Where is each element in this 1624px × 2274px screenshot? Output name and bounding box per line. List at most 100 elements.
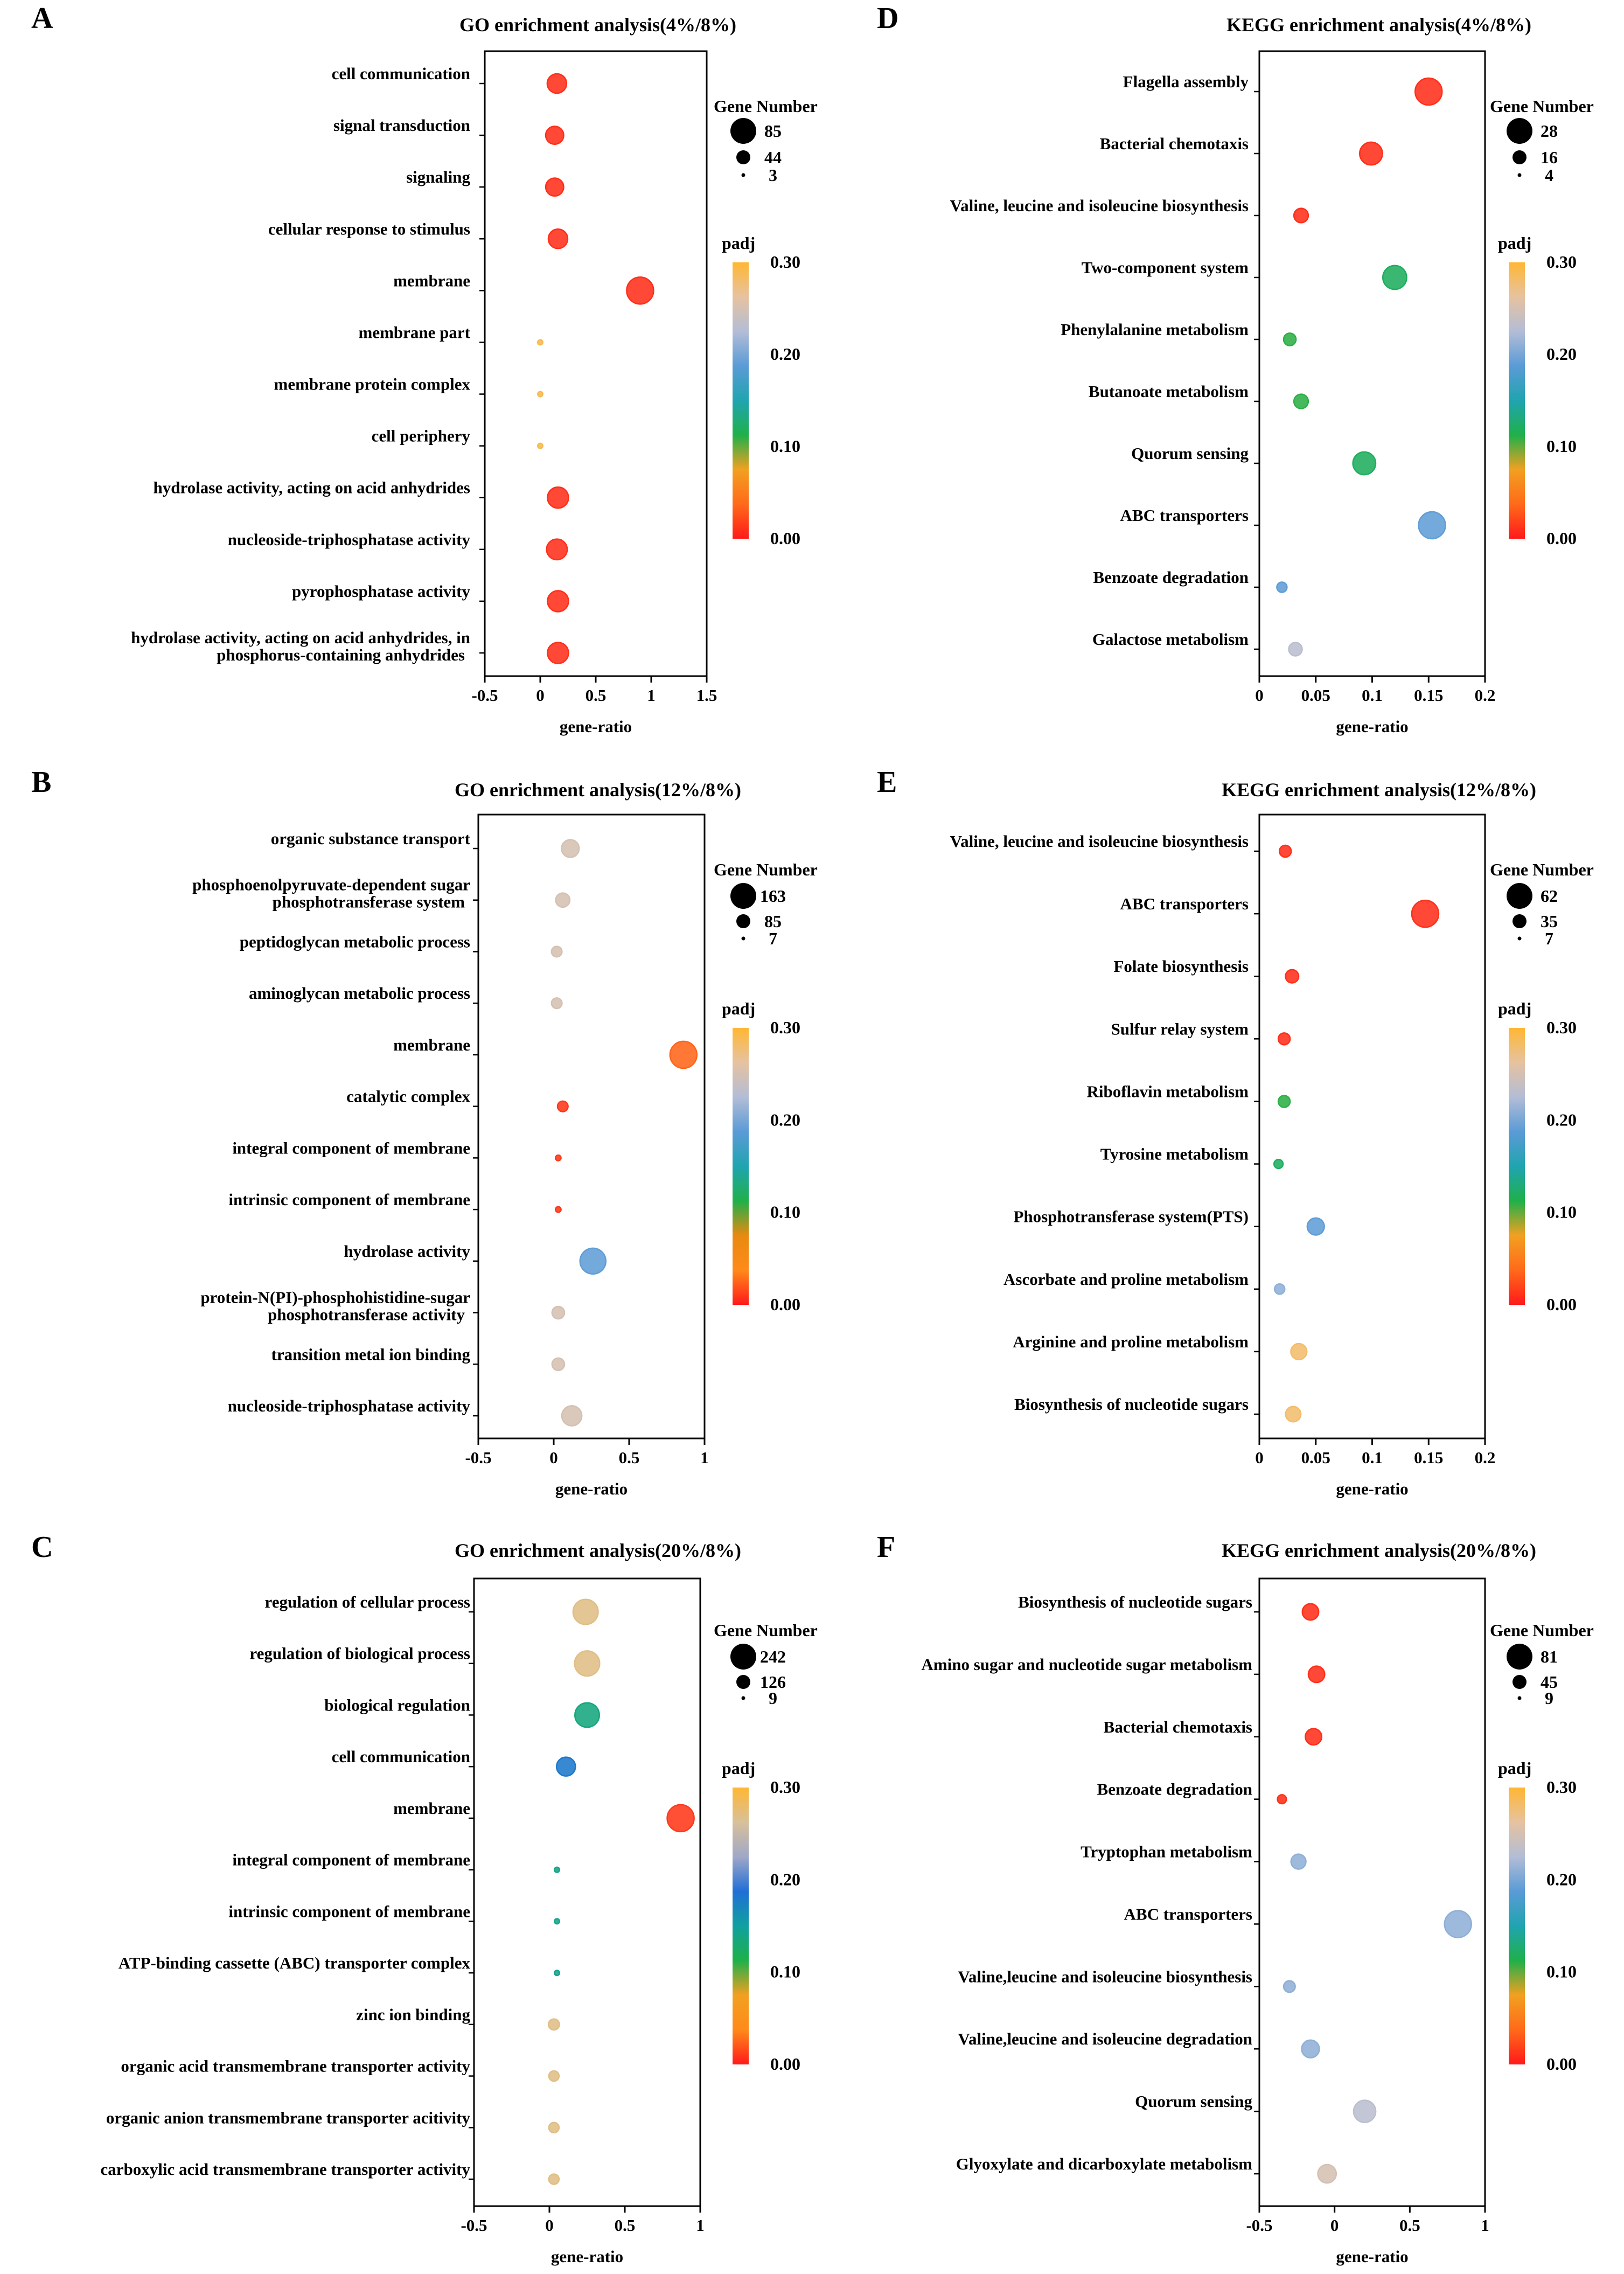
panel-a-category-label: signaling — [406, 168, 470, 186]
panel-e-xtick-label: 0 — [1255, 1448, 1264, 1467]
panel-c-letter: C — [31, 1531, 53, 1564]
panel-f-data-point — [1277, 1794, 1287, 1805]
panel-e-category-label: Phosphotransferase system(PTS) — [1013, 1207, 1249, 1226]
panel-e-category-label: Biosynthesis of nucleotide sugars — [1014, 1395, 1249, 1414]
panel-b-size-legend-label: 85 — [764, 912, 782, 931]
panel-b-xtick-label: 0 — [549, 1448, 558, 1467]
panel-c-category-label: carboxylic acid transmembrane transporte… — [101, 2160, 471, 2179]
panel-a-category-label: nucleoside-triphosphatase activity — [228, 530, 471, 549]
panel-f-xtick-label: -0.5 — [1246, 2216, 1272, 2235]
panel-c-color-legend-label: 0.30 — [770, 1777, 800, 1797]
panel-e-size-legend-label: 62 — [1541, 886, 1558, 906]
panel-d-size-legend-label: 16 — [1541, 148, 1558, 167]
panel-d-size-legend-title: Gene Number — [1490, 96, 1594, 116]
panel-e-category-label: ABC transporters — [1120, 894, 1249, 913]
panel-c-data-point — [574, 1702, 600, 1728]
panel-f-category-label: Bacterial chemotaxis — [1104, 1717, 1252, 1736]
panel-f-data-point — [1317, 2164, 1337, 2184]
panel-d: D KEGG enrichment analysis(4%/8%) 0 0.05 0.1… — [877, 2, 1594, 736]
panel-a-data-point — [546, 73, 568, 94]
panel-b-data-point — [551, 1305, 566, 1320]
panel-b-category-label: aminoglycan metabolic process — [249, 984, 470, 1003]
panel-b-data-point — [561, 1405, 583, 1427]
panel-e-color-legend-label: 0.00 — [1546, 1295, 1577, 1314]
panel-e-xlabel: gene-ratio — [1336, 1479, 1408, 1498]
panel-b-size-legend-marker — [741, 936, 745, 941]
panel-e-color-legend-label: 0.10 — [1546, 1202, 1577, 1222]
panel-a-size-legend-label: 3 — [769, 165, 777, 185]
panel-a-xtick-label: -0.5 — [471, 686, 498, 705]
panel-e-size-legend-title: Gene Number — [1490, 860, 1594, 879]
panel-e-xtick-label: 0.1 — [1362, 1448, 1383, 1467]
panel-e-data-point — [1273, 1158, 1284, 1170]
panel-b-xtick-label: -0.5 — [465, 1448, 491, 1467]
panel-b-color-bar — [733, 1028, 749, 1305]
panel-f-letter: F — [877, 1531, 895, 1564]
panel-f-category-label: Tryptophan metabolism — [1081, 1842, 1252, 1861]
panel-c-category-label: intrinsic component of membrane — [228, 1902, 470, 1921]
panel-e-category-label: Folate biosynthesis — [1113, 957, 1249, 976]
panel-e-data-point — [1306, 1217, 1325, 1236]
panel-a-size-legend-title: Gene Number — [714, 96, 818, 116]
panel-f-data-point — [1290, 1853, 1307, 1870]
panel-f-xtick-label: 0 — [1330, 2216, 1339, 2235]
panel-a-data-point — [546, 538, 568, 561]
panel-e-color-legend-title: padj — [1498, 999, 1531, 1018]
panel-a-category-label: membrane part — [359, 323, 471, 342]
panel-c-size-legend-marker — [730, 1644, 756, 1670]
panel-b-category-label-line2: phosphotransferase system — [273, 893, 465, 912]
panel-a-xtick-label: 1.5 — [696, 686, 717, 705]
panel-d-size-legend-label: 28 — [1541, 121, 1558, 141]
panel-f-data-point — [1283, 1980, 1296, 1993]
panel-f-category-label: Biosynthesis of nucleotide sugars — [1018, 1593, 1252, 1611]
panel-b-category-label: hydrolase activity — [344, 1242, 471, 1261]
panel-c-size-legend-title: Gene Number — [714, 1621, 818, 1640]
panel-d-data-point — [1418, 511, 1446, 540]
panel-e-size-legend-label: 7 — [1545, 929, 1553, 948]
panel-e-category-label: Sulfur relay system — [1111, 1019, 1249, 1038]
panel-b-letter: B — [31, 766, 51, 799]
panel-d-category-label: Two-component system — [1082, 258, 1249, 277]
panel-e-size-legend-marker — [1513, 914, 1527, 928]
panel-b-category-label: intrinsic component of membrane — [228, 1190, 470, 1209]
panel-d-data-point — [1359, 141, 1383, 166]
panel-f-title: KEGG enrichment analysis(20%/8%) — [1222, 1540, 1536, 1561]
panel-c-xtick-label: 0.5 — [615, 2216, 636, 2235]
panel-b-color-legend-label: 0.20 — [770, 1110, 800, 1129]
panel-e-category-label: Valine, leucine and isoleucine biosynthe… — [950, 832, 1249, 851]
panel-a-data-point — [547, 486, 569, 509]
panel-a-data-point — [547, 228, 569, 249]
panel-f-size-legend-marker — [1513, 1675, 1527, 1689]
panel-b-data-point — [555, 892, 571, 908]
panel-d-category-label: Butanoate metabolism — [1089, 382, 1249, 401]
panel-a-category-label: pyrophosphatase activity — [292, 582, 470, 601]
panel-b-size-legend-title: Gene Number — [714, 860, 818, 879]
panel-e-size-legend-label: 35 — [1541, 912, 1558, 931]
panel-e-data-point — [1285, 969, 1300, 984]
panel-d-letter: D — [877, 2, 898, 35]
panel-c-category-label: regulation of cellular process — [265, 1593, 470, 1611]
panel-f-size-legend-label: 45 — [1541, 1672, 1558, 1692]
panel-a-color-legend-label: 0.10 — [770, 436, 800, 456]
panel-e-data-point — [1411, 899, 1440, 928]
panel-f-color-legend-label: 0.20 — [1546, 1869, 1577, 1889]
panel-d-xlabel: gene-ratio — [1336, 717, 1408, 736]
panel-a-data-point — [545, 177, 564, 197]
panel-d-color-legend-label: 0.30 — [1546, 252, 1577, 272]
panel-c-size-legend-marker — [736, 1675, 750, 1689]
panel-e-xtick-label: 0.05 — [1301, 1448, 1330, 1467]
panel-b-title: GO enrichment analysis(12%/8%) — [455, 779, 741, 801]
panel-e-plot-frame — [1258, 813, 1486, 1439]
panel-c-category-label: organic anion transmembrane transporter … — [106, 2108, 471, 2127]
panel-a-category-label: membrane protein complex — [274, 375, 471, 394]
panel-d-data-point — [1288, 642, 1303, 657]
panel-a-xlabel: gene-ratio — [560, 717, 632, 736]
panel-a-size-legend-marker — [730, 118, 756, 144]
panel-c-data-point — [572, 1598, 599, 1625]
panel-e-category-label: Tyrosine metabolism — [1100, 1145, 1249, 1164]
panel-b-category-label: integral component of membrane — [232, 1138, 470, 1157]
panel-f: F KEGG enrichment analysis(20%/8%) -0.5 0 0.… — [877, 1531, 1594, 2266]
panel-c-xtick-label: 0 — [545, 2216, 554, 2235]
panel-c-color-legend-label: 0.20 — [770, 1869, 800, 1889]
panel-f-category-label: Benzoate degradation — [1097, 1780, 1252, 1799]
